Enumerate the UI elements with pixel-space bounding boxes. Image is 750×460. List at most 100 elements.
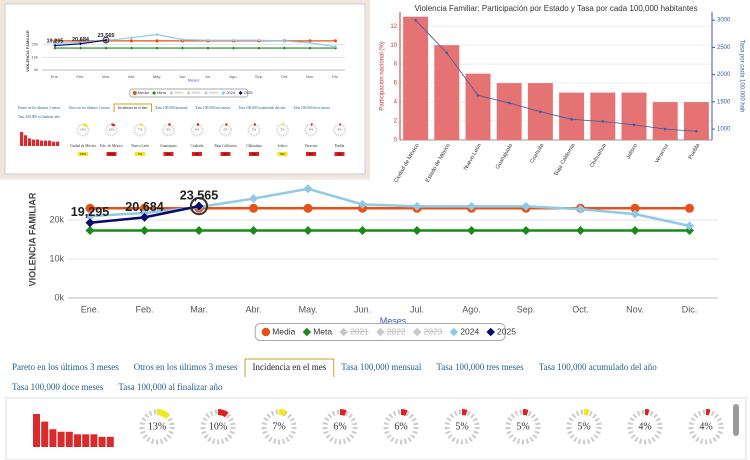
y-tick-label: 0 — [394, 138, 398, 144]
point — [412, 327, 422, 337]
tab[interactable]: Tasa 100,000 al finalizar año — [18, 115, 60, 120]
tab[interactable]: Tasa 100,000 tres meses — [196, 106, 231, 111]
point — [333, 44, 338, 49]
gauge-label: 5% — [516, 421, 529, 432]
tab[interactable]: Tasa 100,000 tres meses — [436, 362, 524, 372]
point — [414, 18, 417, 22]
point — [412, 201, 422, 211]
point — [129, 36, 134, 40]
badge — [106, 152, 117, 156]
tab[interactable]: Pareto en los últimos 3 meses — [18, 106, 61, 110]
scrollbar[interactable] — [733, 404, 739, 436]
y-tick-label: 6 — [394, 81, 398, 87]
point — [507, 101, 511, 105]
pareto-bar — [65, 431, 73, 447]
badge-label: 5% — [223, 152, 228, 156]
gauge-arc — [505, 409, 541, 445]
gauge-arc — [688, 409, 724, 445]
chart-title: Violencia Familiar: Participación por Es… — [415, 4, 698, 13]
gauge-track — [322, 409, 358, 445]
tab[interactable]: Pareto en los últimos 3 meses — [12, 362, 119, 372]
tab[interactable]: Tasa 100,000 mensual — [156, 106, 188, 111]
bar — [465, 73, 491, 140]
y-tick-label: 4 — [394, 100, 398, 106]
point — [129, 39, 134, 43]
tab[interactable]: Tasa 100,000 doce meses — [294, 106, 331, 111]
x-tick-label: Ene. — [51, 74, 59, 79]
point — [204, 91, 209, 95]
legend-label: Media — [138, 90, 150, 95]
point — [140, 226, 149, 236]
point — [601, 120, 605, 123]
gauge-label: 5% — [252, 128, 257, 132]
x-axis-label: Meses — [188, 77, 200, 82]
y-axis-label: VIOLENCIA FAMILIAR — [25, 30, 30, 72]
state-name: Jalisco — [278, 144, 288, 148]
point — [194, 201, 204, 211]
x-tick-label: May. — [299, 304, 318, 314]
pareto-bar — [82, 434, 90, 447]
point — [308, 46, 312, 50]
gauge-arc — [247, 123, 261, 137]
y-tick-label: 12 — [390, 24, 397, 30]
gauge-arc — [383, 409, 419, 445]
gauge-arc — [322, 409, 358, 445]
point — [445, 51, 449, 55]
gauge-track — [505, 409, 541, 445]
gauge-arc — [133, 123, 147, 137]
active-tab-border — [113, 103, 152, 113]
y-tick-label: 0k — [34, 67, 38, 72]
gauge-label: 5% — [223, 128, 228, 132]
tab[interactable]: Incidencia en el mes — [118, 106, 148, 110]
data-label: 19,295 — [46, 39, 63, 45]
gauge-label: 13% — [80, 128, 86, 132]
thumb-pareto-bar — [20, 132, 24, 146]
x-tick-label: Nov. — [306, 74, 314, 79]
state-name: Edo. de México — [100, 144, 123, 148]
pareto-bar — [98, 436, 106, 447]
gauge-label: 4% — [309, 128, 314, 132]
point — [376, 327, 385, 337]
bar — [621, 92, 647, 140]
point — [339, 327, 348, 337]
point — [476, 94, 480, 97]
point — [221, 91, 226, 95]
tab[interactable]: Tasa 100,000 doce meses — [12, 382, 104, 392]
point — [140, 212, 149, 222]
tab[interactable]: Incidencia en el mes — [253, 362, 327, 372]
badge-label: 4% — [309, 152, 314, 156]
badge — [249, 152, 259, 156]
x-tick-label: Jun. — [179, 74, 187, 79]
badge — [220, 152, 231, 156]
y-tick-label: 2 — [394, 119, 398, 125]
x-tick-label: Oct. — [572, 304, 589, 314]
tab[interactable]: Otros en los últimos 3 meses — [134, 362, 238, 372]
bar — [434, 45, 460, 141]
y-tick-label: 10k — [32, 54, 38, 59]
legend-label: Meta — [313, 326, 332, 336]
gauge-arc — [200, 409, 236, 445]
point — [152, 91, 157, 95]
point — [155, 46, 159, 50]
tab[interactable]: Otros en los últimos 3 meses — [69, 106, 111, 110]
pareto-bar — [41, 421, 49, 447]
badge — [277, 152, 288, 156]
y2-tick-label: 1500 — [717, 99, 731, 105]
point — [302, 327, 312, 337]
x-tick-label: May. — [153, 74, 161, 79]
x-tick-label: Oct. — [281, 74, 288, 79]
tab[interactable]: Tasa 100,000 acumulado del año — [539, 362, 658, 372]
data-label: 23,565 — [97, 33, 114, 39]
point — [85, 211, 95, 221]
x-tick-label: Dic. — [682, 304, 698, 314]
tab[interactable]: Tasa 100,000 mensual — [341, 362, 422, 372]
point — [231, 38, 236, 42]
point — [78, 42, 83, 46]
series-line — [415, 19, 697, 132]
bar — [559, 92, 585, 140]
thumb-pareto-bar — [40, 140, 44, 146]
x-tick-label: Jul. — [205, 74, 211, 79]
tab[interactable]: Tasa 100,000 acumulado del año — [238, 106, 285, 111]
tab[interactable]: Tasa 100,000 al finalizar año — [118, 382, 223, 392]
